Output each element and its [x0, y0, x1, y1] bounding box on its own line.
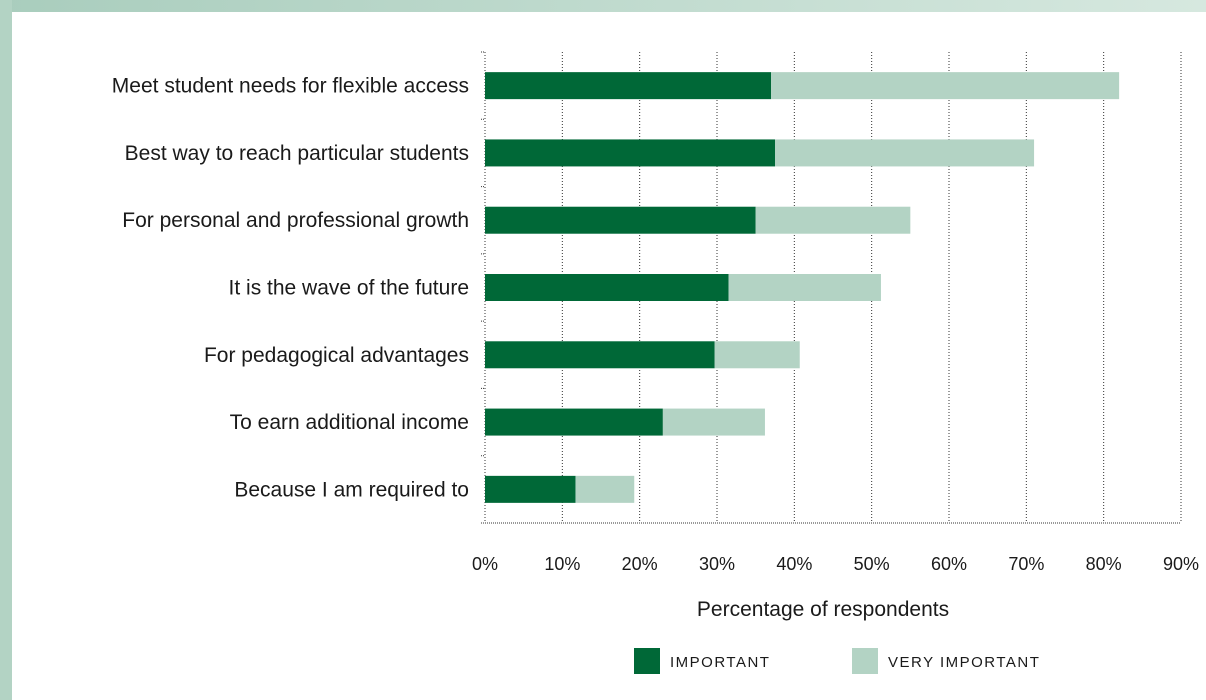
x-tick-label: 90%: [1163, 554, 1199, 574]
category-label: Best way to reach particular students: [125, 142, 469, 165]
x-tick-label: 80%: [1086, 554, 1122, 574]
category-label: Meet student needs for flexible access: [112, 75, 469, 98]
category-label: To earn additional income: [230, 411, 469, 434]
x-tick-label: 20%: [622, 554, 658, 574]
x-tick-label: 70%: [1008, 554, 1044, 574]
bar-very-important: [728, 274, 881, 301]
legend-swatch: [852, 648, 878, 674]
top-border: [0, 0, 1206, 12]
category-label: For pedagogical advantages: [204, 344, 469, 367]
bar-very-important: [771, 72, 1120, 100]
x-tick-label: 30%: [699, 554, 735, 574]
bar-important: [485, 475, 576, 503]
bar-important: [485, 408, 663, 436]
legend-label: VERY IMPORTANT: [888, 654, 1040, 671]
x-tick-label: 60%: [931, 554, 967, 574]
x-tick-label: 0%: [472, 554, 498, 574]
bar-very-important: [755, 206, 911, 234]
bar-important: [485, 72, 772, 100]
bar-important: [485, 341, 715, 369]
x-axis-title: Percentage of respondents: [697, 598, 949, 621]
legend: IMPORTANT VERY IMPORTANT: [634, 648, 1040, 674]
category-labels: Meet student needs for flexible access Be…: [112, 75, 469, 502]
legend-swatch: [634, 648, 660, 674]
bar-important: [485, 139, 775, 167]
category-label: It is the wave of the future: [229, 277, 469, 300]
gridlines: [481, 51, 1182, 524]
x-axis-ticks: 0% 10% 20% 30% 40% 50% 60% 70% 80% 90%: [472, 554, 1199, 574]
bars: [485, 72, 1120, 503]
bar-very-important: [714, 341, 800, 369]
category-label: Because I am required to: [234, 478, 469, 501]
left-border: [0, 0, 12, 700]
x-tick-label: 40%: [776, 554, 812, 574]
bar-very-important: [575, 475, 635, 503]
x-tick-label: 10%: [544, 554, 580, 574]
x-tick-label: 50%: [854, 554, 890, 574]
bar-important: [485, 206, 756, 234]
bar-very-important: [662, 408, 765, 436]
legend-label: IMPORTANT: [670, 654, 770, 671]
bar-very-important: [775, 139, 1035, 167]
bar-important: [485, 274, 729, 301]
category-label: For personal and professional growth: [122, 209, 469, 232]
